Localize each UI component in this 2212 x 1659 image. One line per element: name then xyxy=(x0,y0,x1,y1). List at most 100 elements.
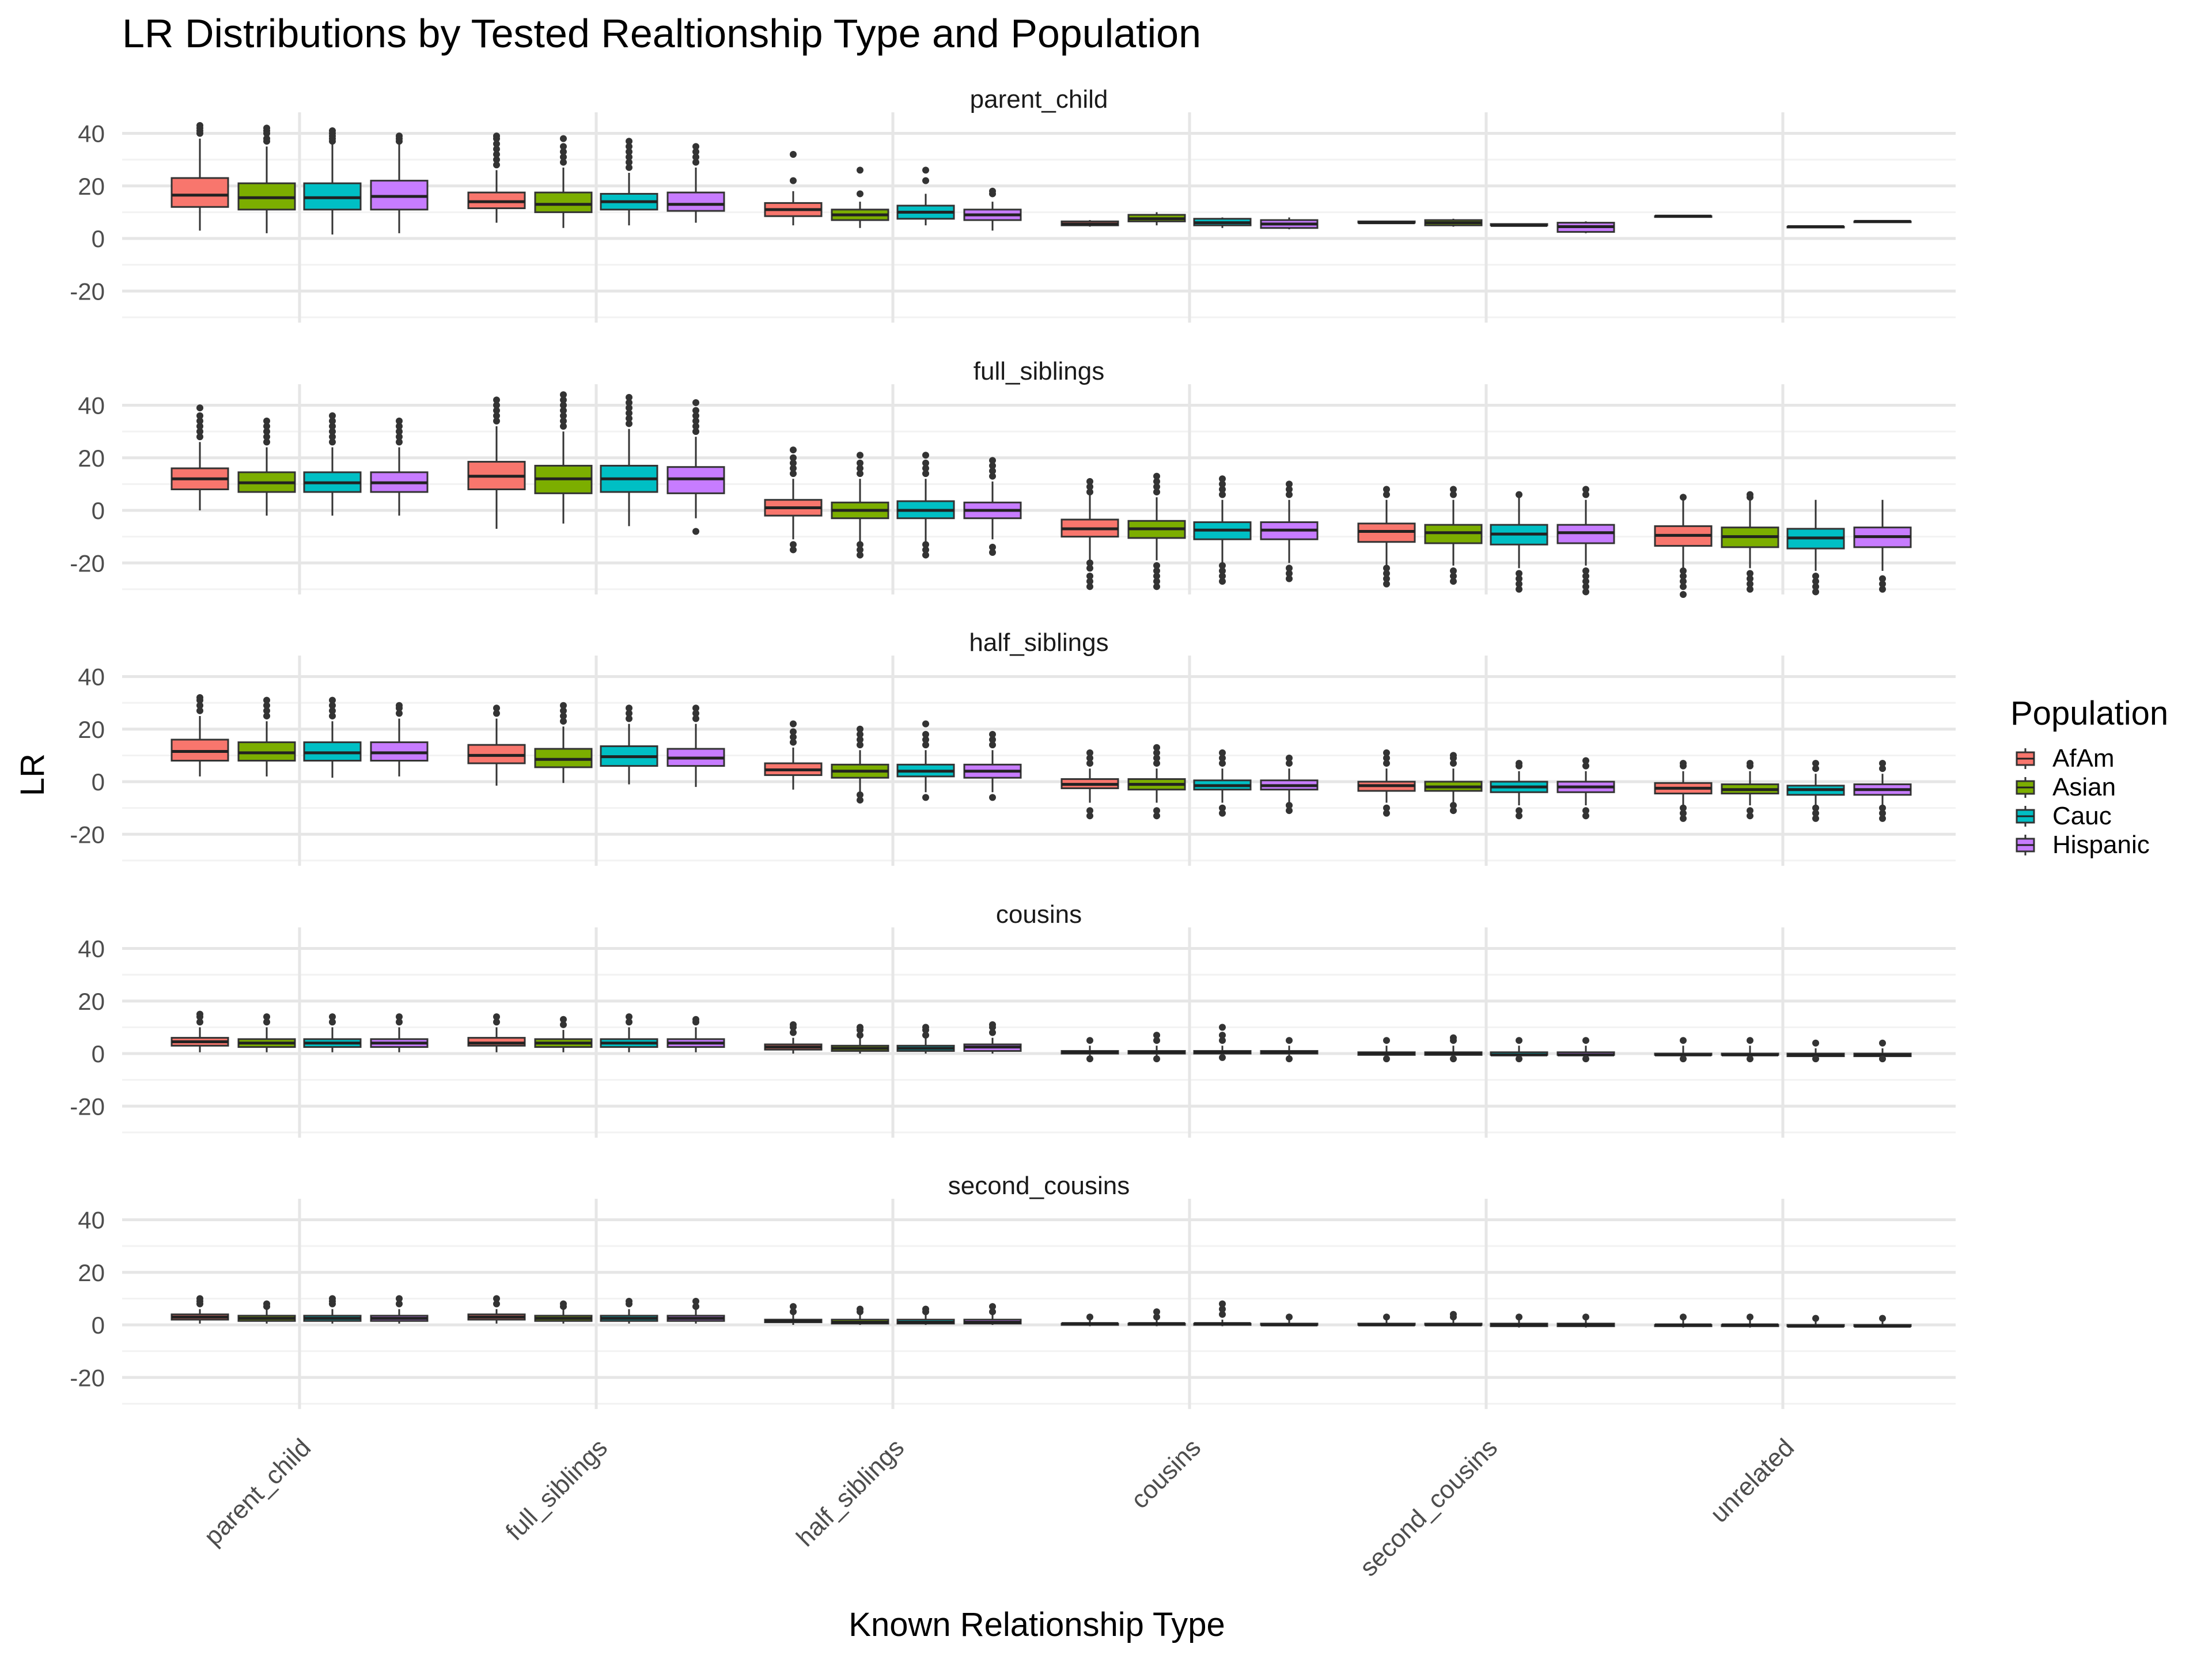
boxplot-box-group xyxy=(1786,760,1845,822)
boxplot-box-group xyxy=(534,391,593,524)
facet-panels: parent_child 40 20 0 -20 full_siblings 40 20 0 -2… xyxy=(70,85,1956,1409)
boxplot-outlier xyxy=(692,428,699,435)
boxplot-box-group xyxy=(1357,220,1416,225)
y-tick-label: -20 xyxy=(70,1364,105,1391)
boxplot-outlier xyxy=(396,710,403,717)
boxplot-box-group xyxy=(831,725,889,804)
boxplot-outlier xyxy=(1879,1039,1886,1047)
boxplot-outlier xyxy=(626,153,632,161)
boxplot-box-group xyxy=(1721,760,1779,820)
boxplot-box-group xyxy=(1654,214,1713,218)
boxplot-outlier xyxy=(989,457,996,464)
boxplot-box-group xyxy=(666,143,725,223)
boxplot-outlier xyxy=(1086,760,1093,767)
boxplot-box-group xyxy=(1060,1037,1119,1063)
y-tick-label: -20 xyxy=(70,550,105,577)
y-tick-label: 20 xyxy=(78,445,105,472)
boxplot-outlier xyxy=(692,710,699,717)
boxplot-outlier xyxy=(1086,573,1093,580)
boxplot-outlier xyxy=(1286,565,1293,572)
boxplot-outlier xyxy=(989,730,996,738)
boxplot-outlier xyxy=(790,738,797,746)
boxplot-box-group xyxy=(764,720,823,790)
boxplot-box-group xyxy=(1654,760,1713,822)
boxplot-outlier xyxy=(1450,573,1457,580)
boxplot-box-group xyxy=(1853,760,1912,822)
boxplot-outlier xyxy=(560,1300,567,1308)
boxplot-outlier xyxy=(1086,1037,1093,1044)
boxplot-box-group xyxy=(1193,749,1252,817)
boxplot-outlier xyxy=(493,704,500,712)
boxplot-outlier xyxy=(790,728,797,736)
boxplot-outlier xyxy=(1516,580,1522,588)
y-tick-label: -20 xyxy=(70,278,105,305)
boxplot-outlier xyxy=(790,1308,797,1316)
boxplot-outlier xyxy=(1383,575,1390,582)
boxplot-box-group xyxy=(1193,1300,1252,1327)
boxplot-box-group xyxy=(1786,1315,1845,1328)
boxplot-outlier xyxy=(329,127,336,134)
boxplot-outlier xyxy=(493,132,500,140)
boxplot-outlier xyxy=(1812,804,1819,812)
boxplot-outlier xyxy=(1153,1032,1160,1039)
boxplot-outlier xyxy=(790,470,797,478)
boxplot-outlier xyxy=(1450,1055,1457,1063)
boxplot-outlier xyxy=(1680,1313,1687,1321)
boxplot-outlier xyxy=(1219,475,1226,483)
boxplot-box-group xyxy=(1424,486,1483,585)
boxplot-outlier xyxy=(692,1297,699,1305)
boxplot-outlier xyxy=(857,796,863,804)
boxplot-outlier xyxy=(1219,486,1226,493)
boxplot-outlier xyxy=(196,702,203,709)
boxplot-box-group xyxy=(370,702,429,777)
boxplot-outlier xyxy=(1450,491,1457,498)
boxplot-outlier xyxy=(560,407,567,414)
boxplot-box-group xyxy=(963,457,1022,556)
boxplot-outlier xyxy=(857,166,863,174)
boxplot-outlier xyxy=(922,177,929,184)
boxplot-outlier xyxy=(1812,588,1819,596)
boxplot-outlier xyxy=(1879,580,1886,588)
boxplot-outlier xyxy=(790,151,797,158)
facet-strip-title: parent_child xyxy=(970,85,1108,113)
boxplot-outlier xyxy=(1219,809,1226,817)
boxplot-box-group xyxy=(600,1013,658,1052)
boxplot-outlier xyxy=(196,433,203,441)
boxplot-outlier xyxy=(493,710,500,717)
boxplot-box-group xyxy=(1260,1313,1319,1327)
boxplot-outlier xyxy=(329,433,336,441)
boxplot-outlier xyxy=(1450,578,1457,585)
legend-label: AfAm xyxy=(2052,744,2115,772)
boxplot-outlier xyxy=(1383,491,1390,498)
boxplot-box-group xyxy=(1654,1037,1713,1063)
boxplot-outlier xyxy=(692,158,699,166)
boxplot-box-group xyxy=(370,417,429,516)
y-tick-label: 20 xyxy=(78,988,105,1015)
boxplot-outlier xyxy=(1286,1055,1293,1063)
boxplot-box-group xyxy=(831,166,889,228)
boxplot-outlier xyxy=(263,712,270,719)
boxplot-box-group xyxy=(1556,221,1615,233)
boxplot-outlier xyxy=(329,702,336,709)
boxplot-outlier xyxy=(560,718,567,725)
boxplot-outlier xyxy=(560,148,567,156)
y-tick-label: 0 xyxy=(92,768,105,796)
y-tick-label: 0 xyxy=(92,1040,105,1067)
boxplot-box-group xyxy=(600,704,658,785)
boxplot-outlier xyxy=(626,715,632,722)
boxplot-outlier xyxy=(1747,1037,1753,1044)
boxplot-outlier xyxy=(857,791,863,798)
boxplot-box-group xyxy=(1424,1310,1483,1327)
boxplot-outlier xyxy=(790,1029,797,1036)
boxplot-outlier xyxy=(493,161,500,169)
boxplot-outlier xyxy=(1680,494,1687,501)
boxplot-outlier xyxy=(1153,583,1160,590)
boxplot-outlier xyxy=(1582,486,1589,493)
boxplot-outlier xyxy=(989,472,996,480)
boxplot-outlier xyxy=(922,465,929,472)
boxplot-outlier xyxy=(1879,760,1886,767)
y-tick-label: 20 xyxy=(78,716,105,743)
boxplot-outlier xyxy=(692,528,699,535)
boxplot-outlier xyxy=(1582,762,1589,770)
y-tick-label: 40 xyxy=(78,120,105,147)
